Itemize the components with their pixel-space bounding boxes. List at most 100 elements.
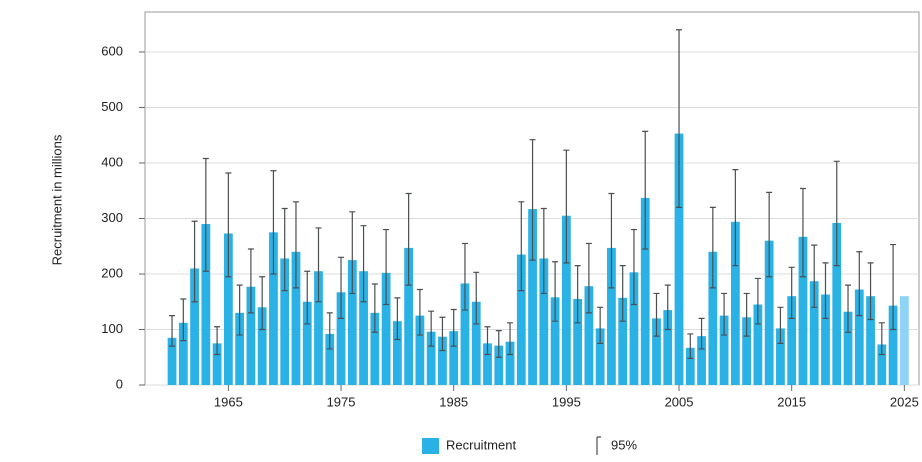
bar bbox=[178, 322, 188, 385]
error-bar bbox=[811, 244, 818, 308]
error-bar bbox=[450, 308, 457, 347]
error-bar bbox=[766, 191, 773, 278]
error-bar bbox=[191, 220, 198, 303]
error-bar bbox=[371, 283, 378, 333]
bar bbox=[539, 258, 549, 385]
error-bar bbox=[326, 312, 333, 350]
error-bar bbox=[822, 262, 829, 319]
error-bar bbox=[878, 322, 885, 356]
error-bar bbox=[484, 326, 491, 356]
bar bbox=[201, 224, 211, 385]
bar bbox=[753, 304, 763, 385]
error-bar bbox=[743, 292, 750, 337]
bar bbox=[561, 215, 571, 385]
x-tick-label: 1995 bbox=[552, 394, 581, 409]
bar bbox=[528, 209, 537, 385]
error-bar bbox=[721, 292, 728, 336]
legend-swatch bbox=[422, 438, 439, 454]
bar bbox=[269, 232, 278, 385]
error-bar bbox=[777, 306, 784, 344]
bar bbox=[573, 298, 583, 385]
bar bbox=[798, 236, 808, 385]
bar bbox=[685, 347, 695, 385]
error-bar bbox=[540, 207, 547, 295]
y-tick-label: 600 bbox=[101, 43, 123, 58]
error-bar bbox=[236, 284, 243, 336]
error-bar bbox=[856, 251, 863, 317]
error-bar bbox=[754, 277, 761, 325]
bar bbox=[809, 281, 819, 385]
bar bbox=[640, 197, 650, 385]
bar bbox=[899, 296, 909, 385]
bar bbox=[505, 341, 515, 385]
error-bar bbox=[630, 228, 637, 306]
bar bbox=[674, 133, 684, 385]
bar bbox=[776, 328, 785, 385]
error-bar bbox=[676, 29, 683, 208]
error-bar bbox=[687, 333, 694, 359]
error-bar bbox=[292, 201, 299, 289]
legend-error-icon bbox=[596, 436, 601, 455]
bar bbox=[347, 260, 357, 385]
bar bbox=[392, 321, 402, 385]
bar bbox=[449, 331, 459, 385]
y-tick-label: 0 bbox=[116, 376, 123, 391]
bar bbox=[584, 286, 594, 385]
x-tick-label: 2025 bbox=[890, 394, 919, 409]
bar bbox=[167, 337, 177, 385]
bar bbox=[223, 233, 233, 385]
bar bbox=[381, 272, 391, 385]
y-tick-label: 500 bbox=[101, 99, 123, 114]
x-tick-label: 1985 bbox=[439, 394, 468, 409]
error-bar bbox=[202, 157, 209, 272]
error-bar bbox=[169, 315, 176, 347]
bar bbox=[325, 333, 335, 385]
bar bbox=[888, 305, 898, 385]
bar bbox=[663, 310, 673, 385]
error-bar bbox=[281, 207, 288, 292]
bar bbox=[708, 251, 718, 385]
bar bbox=[190, 268, 199, 385]
bar bbox=[730, 221, 740, 385]
error-bar bbox=[799, 187, 806, 278]
error-bar bbox=[642, 130, 649, 250]
error-bar bbox=[416, 288, 423, 336]
bar bbox=[618, 297, 628, 385]
x-tick-label: 2015 bbox=[777, 394, 806, 409]
bar bbox=[235, 312, 245, 385]
y-tick-label: 400 bbox=[101, 154, 123, 169]
error-bar bbox=[304, 270, 311, 325]
error-bar bbox=[585, 242, 592, 314]
error-bar bbox=[845, 284, 852, 333]
error-bar bbox=[608, 192, 615, 289]
y-axis-title: Recruitment in millions bbox=[49, 134, 64, 265]
error-bar bbox=[619, 265, 626, 322]
error-bar bbox=[315, 227, 322, 303]
error-bar bbox=[890, 243, 897, 331]
error-bar bbox=[461, 242, 468, 311]
y-tick-label: 200 bbox=[101, 265, 123, 280]
error-bar bbox=[180, 298, 187, 342]
error-bar bbox=[473, 271, 480, 325]
bar bbox=[843, 311, 853, 385]
bar bbox=[629, 272, 639, 385]
bar bbox=[314, 271, 323, 385]
bar bbox=[764, 240, 774, 385]
error-bar bbox=[788, 266, 795, 319]
legend-label: Recruitment bbox=[446, 437, 516, 452]
error-bar bbox=[214, 326, 221, 356]
error-bar bbox=[349, 211, 356, 295]
error-bar bbox=[653, 292, 660, 337]
error-bar bbox=[698, 317, 705, 350]
error-bar bbox=[428, 310, 435, 347]
bar bbox=[291, 251, 301, 385]
bar bbox=[595, 328, 605, 385]
error-bar bbox=[439, 316, 446, 352]
bar bbox=[212, 343, 222, 385]
bar bbox=[460, 283, 470, 385]
error-bar bbox=[405, 192, 412, 286]
bar bbox=[854, 289, 864, 385]
error-bar bbox=[574, 265, 581, 324]
error-bar bbox=[360, 225, 367, 303]
